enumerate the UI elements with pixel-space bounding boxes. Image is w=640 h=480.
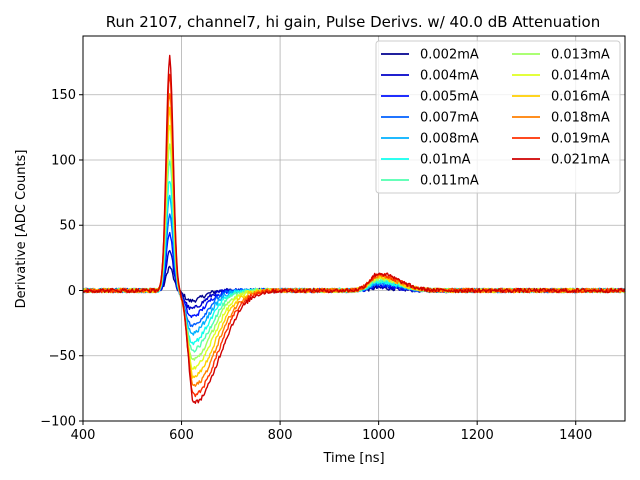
chart-title: Run 2107, channel7, hi gain, Pulse Deriv… — [106, 13, 600, 31]
y-tick-label: 100 — [51, 153, 76, 168]
legend-label: 0.018mA — [551, 111, 610, 126]
x-tick-label: 600 — [169, 428, 194, 443]
x-axis-label: Time [ns] — [322, 451, 384, 466]
legend-entry: 0.008mA — [381, 132, 479, 147]
legend-label: 0.002mA — [420, 48, 479, 63]
legend: 0.002mA 0.004mA 0.005mA 0.007mA 0.008mA 0.01m… — [375, 40, 621, 194]
legend-label: 0.011mA — [420, 174, 479, 189]
legend-label: 0.01mA — [420, 153, 471, 168]
y-tick-label: 0 — [68, 284, 76, 299]
legend-label: 0.021mA — [551, 153, 610, 168]
legend-label: 0.016mA — [551, 90, 610, 105]
legend-label: 0.004mA — [420, 69, 479, 84]
legend-entry: 0.005mA — [381, 90, 479, 105]
x-tick-label: 400 — [71, 428, 96, 443]
x-tick-label: 800 — [268, 428, 293, 443]
legend-label: 0.007mA — [420, 111, 479, 126]
series-line — [82, 54, 626, 404]
legend-entry: 0.007mA — [381, 111, 479, 126]
legend-box — [375, 40, 621, 194]
x-ticks: 400 600 800 1000 1200 1400 — [71, 421, 592, 443]
legend-entries: 0.002mA 0.004mA 0.005mA 0.007mA 0.008mA 0.01m… — [381, 48, 610, 189]
plot-frame — [82, 35, 626, 422]
legend-entry: 0.021mA — [512, 153, 610, 168]
y-tick-label: −100 — [40, 415, 76, 430]
legend-entry: 0.01mA — [381, 153, 471, 168]
y-tick-label: 150 — [51, 88, 76, 103]
x-tick-label: 1000 — [362, 428, 395, 443]
y-tick-label: 50 — [59, 219, 76, 234]
legend-entry: 0.004mA — [381, 69, 479, 84]
plot-lines — [82, 54, 626, 404]
y-ticks: −100 −50 0 50 100 150 — [40, 88, 83, 430]
legend-entry: 0.014mA — [512, 69, 610, 84]
legend-entry: 0.019mA — [512, 132, 610, 147]
legend-entry: 0.011mA — [381, 174, 479, 189]
legend-entry: 0.013mA — [512, 48, 610, 63]
legend-label: 0.013mA — [551, 48, 610, 63]
y-axis-label: Derivative [ADC Counts] — [14, 150, 29, 309]
legend-entry: 0.016mA — [512, 90, 610, 105]
legend-label: 0.014mA — [551, 69, 610, 84]
legend-entry: 0.018mA — [512, 111, 610, 126]
x-tick-label: 1400 — [559, 428, 592, 443]
legend-label: 0.019mA — [551, 132, 610, 147]
y-tick-label: −50 — [49, 349, 76, 364]
x-tick-label: 1200 — [461, 428, 494, 443]
legend-label: 0.005mA — [420, 90, 479, 105]
legend-label: 0.008mA — [420, 132, 479, 147]
legend-entry: 0.002mA — [381, 48, 479, 63]
